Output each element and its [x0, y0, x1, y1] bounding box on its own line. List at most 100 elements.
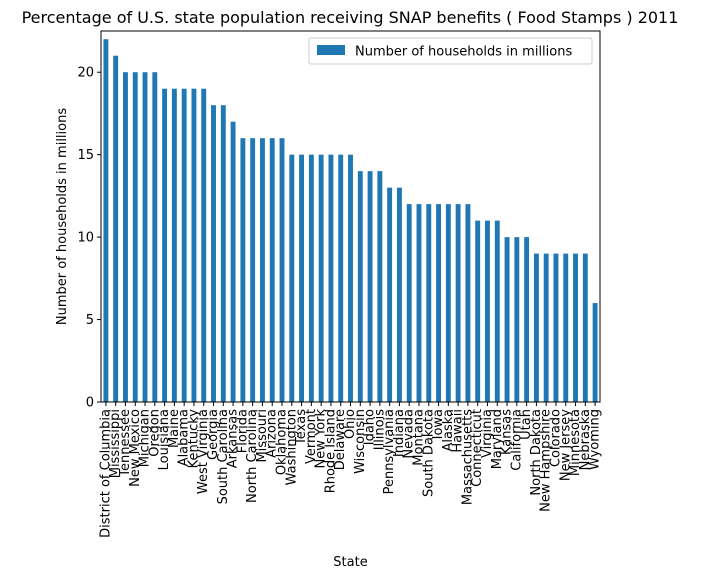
x-tick-label: Illinois — [372, 409, 387, 450]
y-tick-label: 10 — [77, 231, 94, 246]
x-tick-label: Ohio — [343, 409, 358, 439]
bar — [318, 154, 324, 402]
bar — [436, 204, 441, 402]
bar — [396, 187, 402, 402]
bar — [357, 171, 363, 402]
x-tick-label: New York — [314, 409, 329, 469]
x-tick-label: Mississippi — [108, 409, 123, 478]
bar — [171, 88, 177, 403]
x-tick-label: Arizona — [265, 409, 280, 458]
bar — [211, 105, 216, 402]
x-tick-label: Wyoming — [588, 409, 603, 470]
legend-swatch — [317, 45, 345, 55]
x-tick-label: Virginia — [480, 409, 495, 458]
x-tick-label: Kentucky — [186, 409, 201, 469]
bar — [181, 88, 187, 403]
x-tick-label: Michigan — [138, 409, 153, 467]
bar — [279, 138, 285, 402]
bar — [250, 138, 256, 402]
x-tick-label: California — [509, 409, 524, 471]
bar — [348, 154, 353, 402]
x-tick-label: Delaware — [333, 409, 348, 470]
bar — [426, 204, 432, 402]
x-tick-label: North Carolina — [245, 409, 260, 503]
legend-label: Number of households in millions — [355, 45, 572, 60]
x-tick-label: Minnesota — [568, 409, 583, 476]
x-tick-label: Texas — [294, 409, 309, 446]
x-tick-label: North Dakota — [529, 409, 544, 496]
bar — [573, 253, 578, 402]
y-tick-label: 15 — [77, 148, 94, 163]
bar — [445, 204, 451, 402]
x-tick-label: Pennsylvania — [382, 409, 397, 494]
y-tick-label: 0 — [86, 396, 94, 411]
x-tick-label: Washington — [284, 409, 299, 485]
bar — [387, 187, 393, 402]
bar — [406, 204, 412, 402]
x-tick-label: Kansas — [500, 409, 515, 455]
x-tick-label: Arkansas — [226, 409, 241, 468]
x-tick-label: Rhode Island — [323, 409, 338, 493]
x-tick-label: Louisiana — [157, 409, 172, 470]
x-tick-label: West Virginia — [196, 409, 211, 494]
y-tick-label: 20 — [77, 66, 94, 81]
x-tick-label: South Carolina — [216, 409, 231, 504]
y-axis: 0 5 10 15 20 — [77, 66, 101, 411]
bar — [289, 154, 295, 402]
bar — [524, 237, 530, 402]
x-tick-label: Georgia — [206, 409, 221, 460]
bar — [240, 138, 246, 402]
x-tick-label: Vermont — [304, 409, 319, 464]
bar — [162, 88, 168, 403]
bar — [504, 237, 510, 402]
bar — [308, 154, 314, 402]
bar — [191, 88, 197, 403]
y-axis-label: Number of households in millions — [55, 108, 70, 325]
x-tick-label: New Mexico — [128, 409, 143, 487]
x-tick-label: Florida — [235, 409, 250, 453]
x-tick-label: Alabama — [177, 409, 192, 466]
x-axis-label: State — [333, 555, 367, 570]
bar — [514, 237, 520, 402]
bar — [299, 154, 305, 402]
bar — [103, 39, 109, 403]
x-tick-label: New Jersey — [558, 409, 573, 481]
x-tick-label: Hawaii — [451, 409, 466, 453]
x-tick-label: Oregon — [147, 409, 162, 457]
bar — [220, 105, 226, 402]
bar — [132, 72, 138, 402]
x-tick-label: Missouri — [255, 409, 270, 463]
x-tick-label: Indiana — [392, 409, 407, 457]
bar — [465, 204, 471, 402]
bar — [328, 154, 334, 402]
bar — [416, 204, 422, 402]
x-tick-label: Connecticut — [470, 409, 485, 487]
bar — [563, 253, 569, 402]
bar — [142, 72, 148, 402]
bar — [260, 138, 265, 402]
x-tick-label: Alaska — [441, 409, 456, 452]
x-tick-label: Nevada — [402, 409, 417, 459]
bar — [494, 220, 500, 402]
x-tick-label: Oklahoma — [275, 409, 290, 475]
plot-frame — [100, 30, 601, 403]
x-tick-label: District of Columbia — [98, 409, 113, 538]
x-tick-label: Utah — [519, 409, 534, 440]
bar — [377, 171, 383, 402]
x-tick-label: Montana — [411, 409, 426, 466]
x-axis: District of ColumbiaMississippiTennessee… — [98, 402, 603, 538]
x-tick-label: Colorado — [548, 409, 563, 467]
legend-frame — [308, 37, 593, 65]
bar — [230, 121, 236, 402]
bar — [269, 138, 275, 402]
bar — [582, 253, 588, 402]
bar — [152, 72, 158, 402]
bar — [201, 88, 207, 403]
x-tick-label: New Hampshire — [539, 409, 554, 512]
bar — [113, 55, 119, 402]
x-tick-label: South Dakota — [421, 409, 436, 497]
bar — [592, 303, 598, 402]
legend: Number of households in millions — [308, 37, 593, 65]
x-tick-label: Maine — [167, 409, 182, 448]
